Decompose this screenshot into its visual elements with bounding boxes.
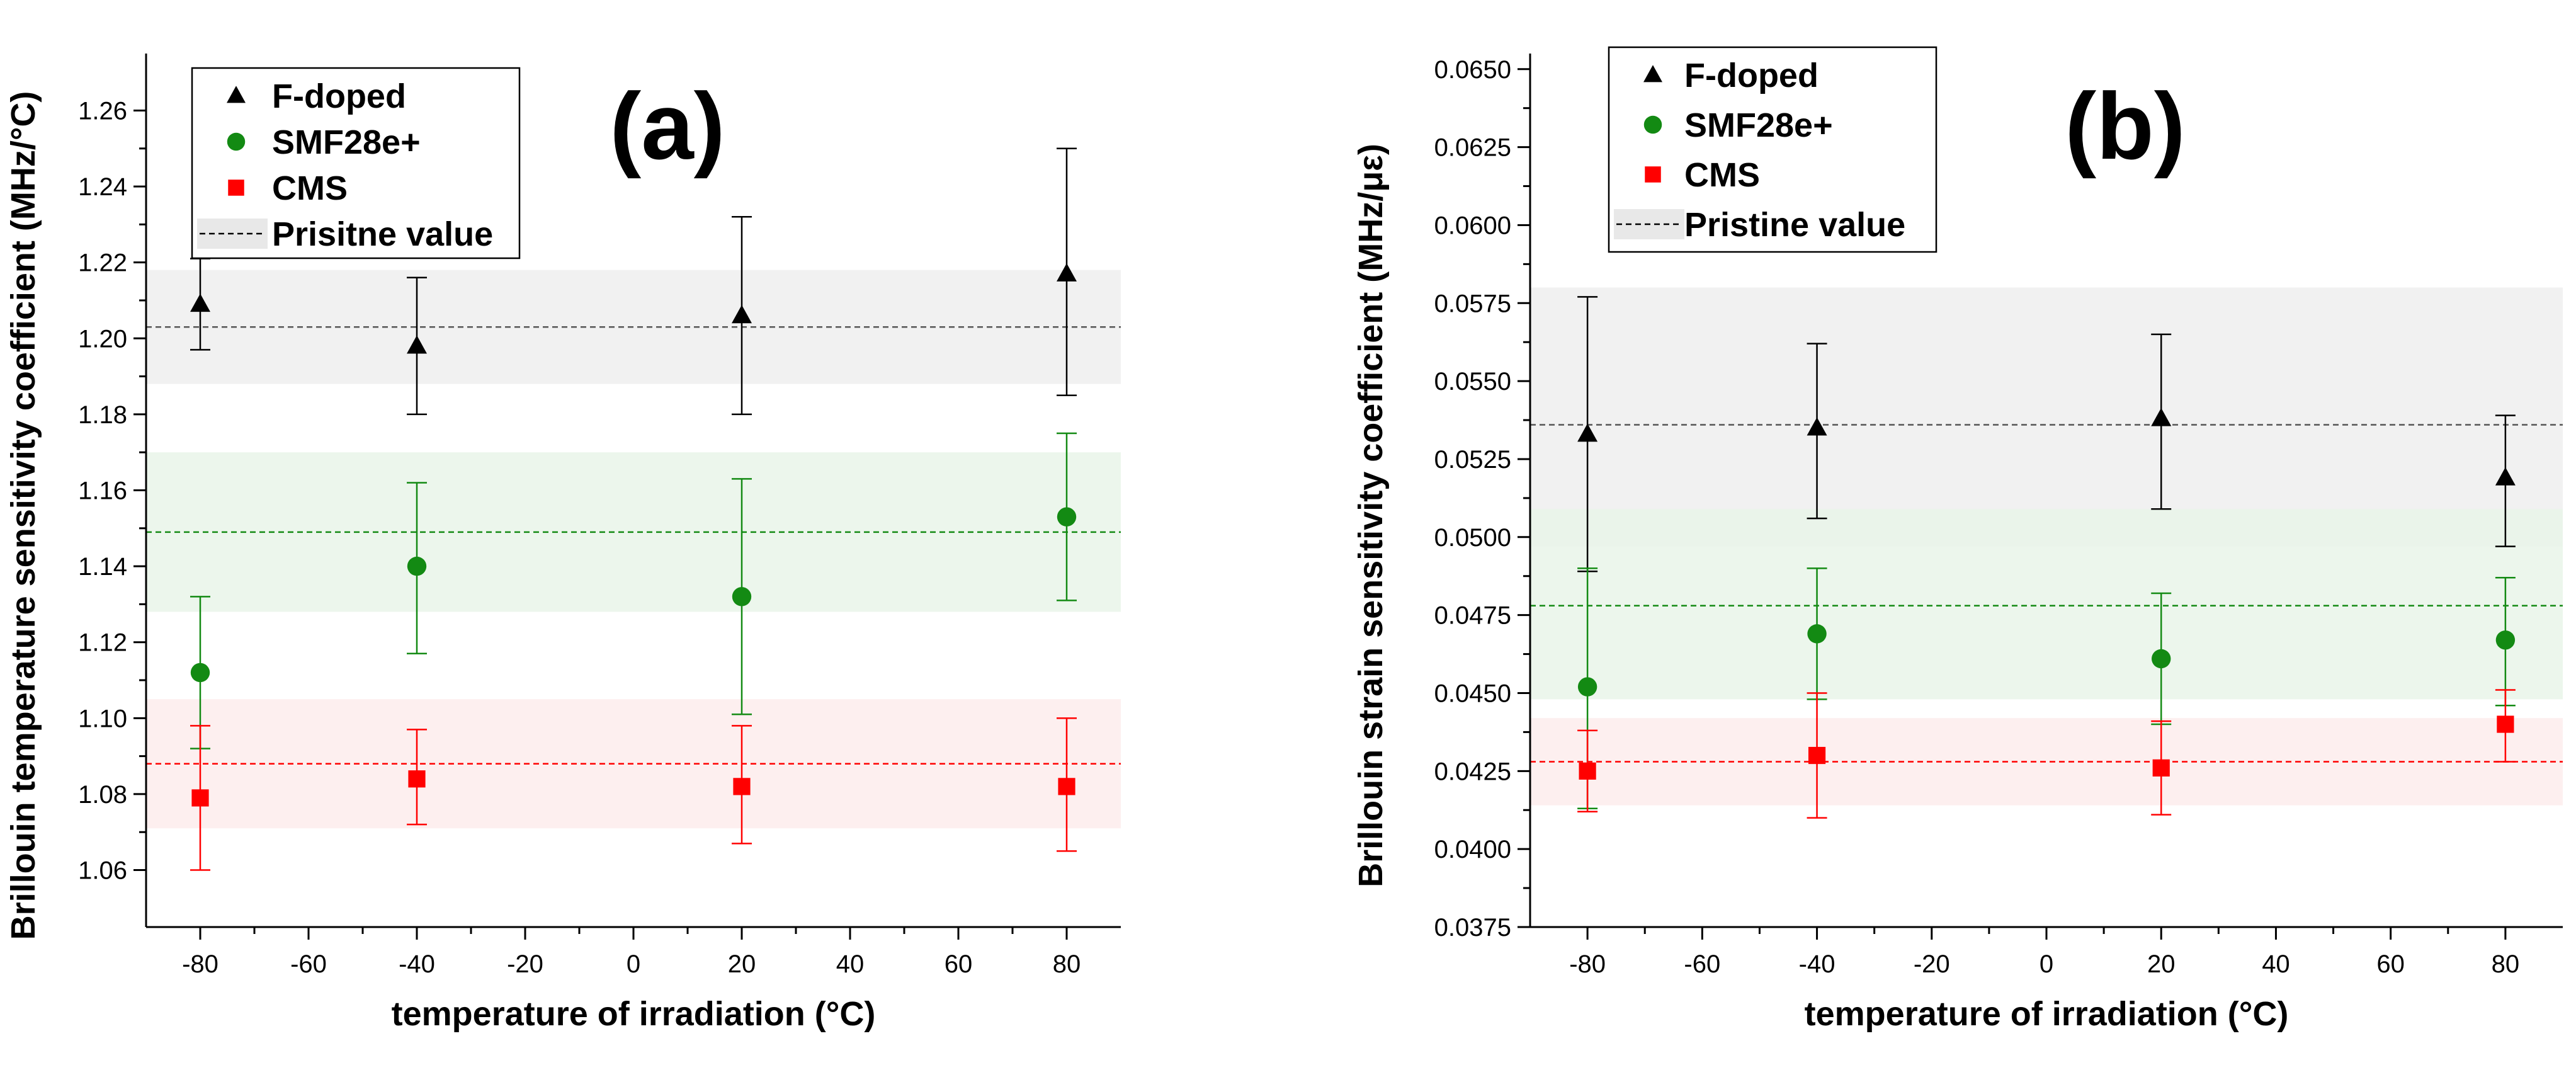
legend-label-3: Pristine value [1684,206,1905,244]
legend-marker-2 [228,179,244,196]
legend-marker-1 [1643,115,1662,134]
legend-marker-0 [227,86,246,103]
x-tick-label-2: -40 [399,950,435,978]
x-tick-label-5: 20 [728,950,756,978]
y-tick-label-2: 1.10 [78,705,127,732]
x-tick-label-7: 60 [945,950,973,978]
y-axis-title: Brillouin strain sensitivity coefficient… [1352,144,1390,887]
x-axis-title: temperature of irradiation (°C) [1805,995,2289,1033]
legend-label-0: F-doped [1684,57,1819,94]
point-2-2 [2152,759,2170,777]
point-0-1 [1807,417,1827,436]
y-axis-title: Brillouin temperature sensitivity coeffi… [4,91,42,940]
x-tick-label-6: 40 [2262,950,2290,978]
y-tick-label-2: 0.0425 [1434,758,1511,785]
x-tick-label-6: 40 [836,950,865,978]
legend-label-2: CMS [1684,156,1760,194]
y-tick-label-5: 1.16 [78,477,127,505]
y-tick-label-5: 0.0500 [1434,524,1511,552]
y-tick-label-0: 1.06 [78,857,127,885]
point-0-1 [407,335,427,354]
point-1-3 [1057,507,1077,526]
x-axis-title: temperature of irradiation (°C) [392,995,876,1033]
point-1-0 [190,663,210,683]
x-tick-label-4: 0 [2040,950,2053,978]
point-2-0 [191,789,209,807]
legend-label-0: F-doped [272,77,406,115]
point-2-1 [408,770,426,788]
point-0-2 [732,305,752,324]
pristine-band-1 [1530,509,2563,700]
chart-panel-b: -80 -60 -40 -20 0 20 40 60 80 0.0375 0.0400 0.0425 0… [1352,46,2563,1033]
point-2-1 [1808,746,1826,765]
legend-marker-0 [1643,65,1662,83]
x-tick-label-2: -40 [1799,950,1836,978]
x-tick-label-1: -60 [1684,950,1720,978]
legend-label-1: SMF28e+ [1684,106,1833,144]
y-tick-label-0: 0.0375 [1434,914,1511,942]
point-1-2 [732,587,752,606]
y-tick-label-6: 0.0525 [1434,446,1511,474]
point-1-2 [2152,649,2171,669]
point-0-3 [1057,263,1077,282]
y-tick-label-4: 1.14 [78,553,127,581]
point-1-1 [1807,624,1827,644]
y-tick-label-7: 0.0550 [1434,368,1511,396]
legend-label-2: CMS [272,169,348,207]
point-0-0 [190,293,210,312]
point-2-2 [733,778,751,795]
x-tick-label-3: -20 [1914,950,1950,978]
chart-panel-a: -80 -60 -40 -20 0 20 40 60 80 1.06 1.08 1.10 1.12 1.1… [4,54,1121,1033]
panel-label: (b) [2065,73,2186,179]
pristine-band-0 [1530,287,2563,547]
legend-label-1: SMF28e+ [272,123,421,161]
y-tick-label-7: 1.20 [78,325,127,353]
y-tick-label-4: 0.0475 [1434,602,1511,630]
y-tick-label-11: 0.0650 [1434,56,1511,84]
y-tick-label-10: 1.26 [78,97,127,125]
x-tick-label-0: -80 [182,950,218,978]
x-tick-label-8: 80 [2492,950,2520,978]
y-tick-label-8: 0.0575 [1434,290,1511,317]
x-tick-label-1: -60 [290,950,327,978]
x-tick-label-4: 0 [627,950,640,978]
y-tick-label-1: 0.0400 [1434,836,1511,863]
x-tick-label-5: 20 [2147,950,2176,978]
point-2-3 [2497,715,2514,733]
y-tick-label-10: 0.0625 [1434,134,1511,162]
y-tick-label-3: 1.12 [78,629,127,657]
point-2-0 [1579,762,1596,780]
legend-label-3: Prisitne value [272,215,493,253]
point-1-0 [1577,677,1597,697]
y-tick-label-9: 1.24 [78,173,127,201]
legend-marker-2 [1645,166,1661,183]
panel-label: (a) [610,73,725,179]
point-2-3 [1058,778,1075,795]
y-tick-label-6: 1.18 [78,401,127,429]
legend-marker-1 [227,132,246,151]
y-tick-label-9: 0.0600 [1434,212,1511,239]
x-tick-label-3: -20 [507,950,543,978]
x-tick-label-7: 60 [2376,950,2405,978]
point-0-0 [1577,423,1598,442]
point-1-1 [407,556,427,576]
x-tick-label-8: 80 [1053,950,1081,978]
y-tick-label-8: 1.22 [78,249,127,277]
y-tick-label-3: 0.0450 [1434,680,1511,707]
point-1-3 [2495,630,2516,650]
point-0-3 [2495,467,2516,486]
point-0-2 [2151,407,2172,426]
x-tick-label-0: -80 [1569,950,1606,978]
y-tick-label-1: 1.08 [78,781,127,809]
